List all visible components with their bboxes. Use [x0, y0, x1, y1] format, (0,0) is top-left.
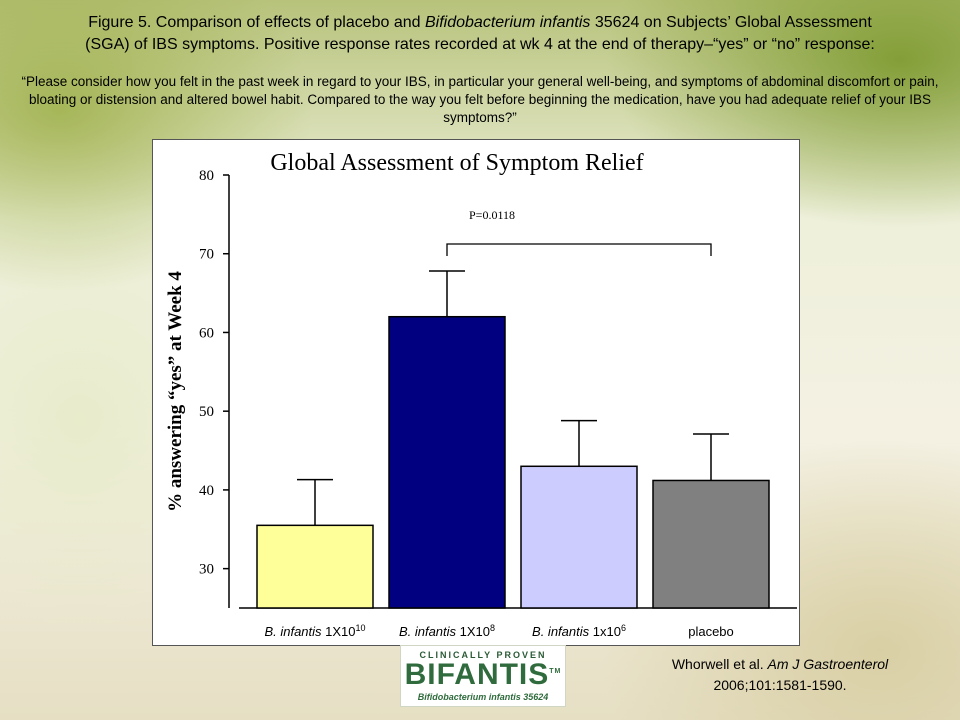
y-tick-label: 40: [199, 483, 214, 499]
bar-3: [520, 465, 638, 609]
x-tick-label: B. infantis 1X108: [399, 623, 495, 639]
x-tick-label: placebo: [688, 624, 734, 639]
y-tick-label: 30: [199, 562, 214, 578]
bifantis-logo: CLINICALLY PROVEN BIFANTISTM Bifidobacte…: [400, 645, 566, 707]
logo-brand: BIFANTISTM: [401, 658, 565, 692]
x-tick-label: B. infantis 1x106: [532, 623, 626, 639]
y-tick-label: 80: [199, 168, 214, 184]
significance-label: P=0.0118: [469, 208, 515, 222]
bar-4: [652, 479, 770, 609]
y-tick-label: 60: [199, 325, 214, 341]
survey-question: “Please consider how you felt in the pas…: [21, 74, 939, 125]
caption-species: Bifidobacterium infantis: [425, 14, 591, 31]
caption-line2: (SGA) of IBS symptoms. Positive response…: [85, 36, 875, 53]
logo-tm: TM: [549, 668, 562, 675]
x-tick-label: B. infantis 1X1010: [264, 623, 365, 639]
significance-bracket: [446, 243, 712, 256]
citation: Whorwell et al. Am J Gastroenterol 2006;…: [630, 654, 930, 696]
y-tick-label: 70: [199, 247, 214, 263]
chart-title: Global Assessment of Symptom Relief: [270, 150, 643, 176]
y-tick-label: 50: [199, 404, 214, 420]
citation-authors: Whorwell et al.: [671, 656, 768, 672]
logo-brand-name: BIFANTIS: [404, 658, 550, 691]
caption-line1-suffix: 35624 on Subjects’ Global Assessment: [590, 14, 872, 31]
caption-line1-prefix: Figure 5. Comparison of effects of place…: [88, 14, 425, 31]
figure-caption: Figure 5. Comparison of effects of place…: [0, 12, 960, 56]
bar-2: [388, 315, 506, 609]
chart-panel: Global Assessment of Symptom Relief 30 40 5…: [152, 139, 800, 646]
citation-ref: 2006;101:1581-1590.: [713, 677, 847, 693]
logo-tagline: CLINICALLY PROVEN: [419, 650, 547, 660]
bar-chart: Global Assessment of Symptom Relief 30 40 5…: [165, 150, 797, 639]
citation-journal: Am J Gastroenterol: [767, 656, 889, 672]
bar-1: [256, 524, 374, 609]
y-axis-label: % answering “yes” at Week 4: [165, 271, 186, 512]
logo-subtitle: Bifidobacterium infantis 35624: [417, 692, 549, 702]
